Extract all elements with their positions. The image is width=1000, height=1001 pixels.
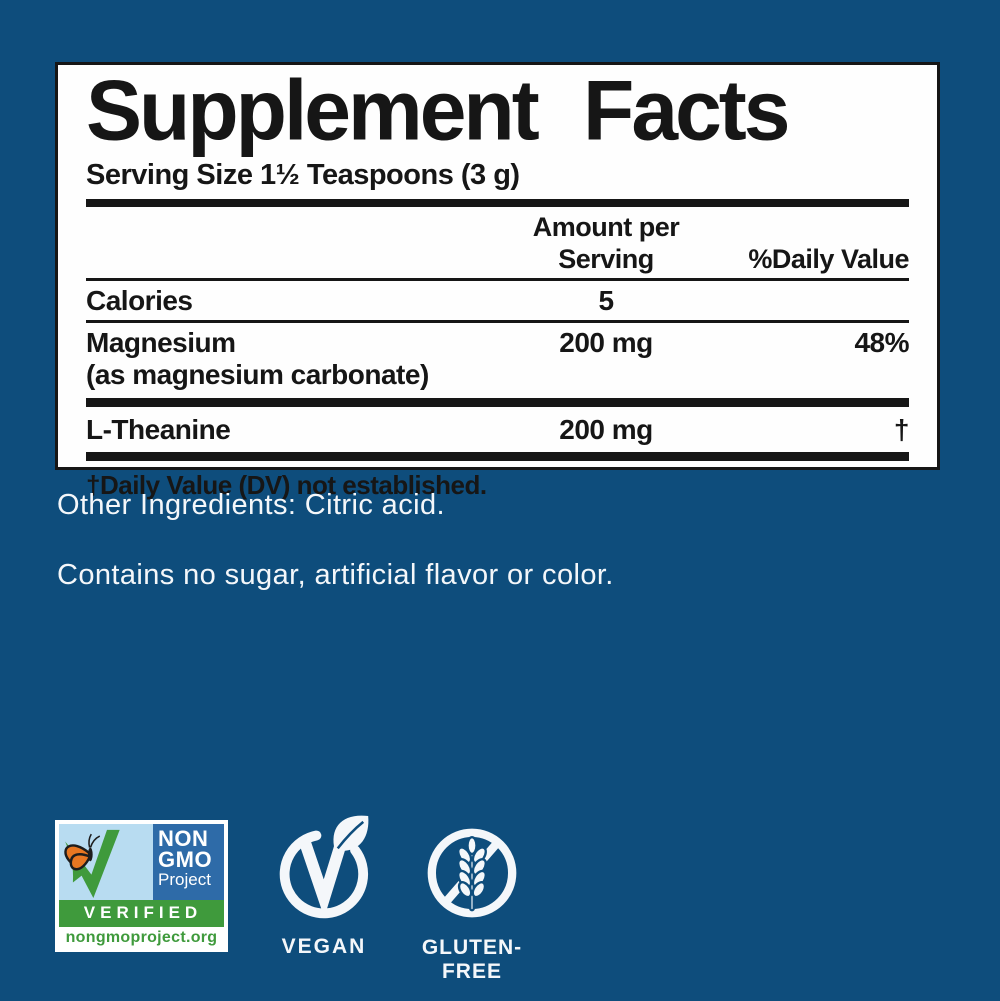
non-gmo-nameplate: NON GMO Project [153,824,224,900]
nutrient-dv: 48% [854,327,909,358]
nutrient-name: Calories [86,285,193,316]
thick-divider-bar [86,199,909,207]
non-gmo-line3: Project [158,870,211,889]
gluten-free-label: GLUTEN-FREE [421,936,523,983]
non-gmo-project-verified-badge: NON GMO Project VERIFIED nongmoproject.o… [55,820,228,952]
gluten-free-badge: GLUTEN-FREE [396,824,548,984]
table-row-calories: Calories 5 [86,281,909,323]
daily-value-footnote: †Daily Value (DV) not established. [86,470,487,500]
header-amount-per-serving: Amount per Serving [532,212,680,274]
nutrient-amount: 5 [598,285,614,316]
nutrient-dv: † [893,414,910,445]
other-ingredients-text: Other Ingredients: Citric acid. [57,489,445,521]
non-gmo-line1: NON [158,826,209,851]
nutrient-name: Magnesium (as magnesium carbonate) [86,328,431,391]
non-gmo-line2: GMO [158,847,213,872]
contains-text: Contains no sugar, artificial flavor or … [57,559,614,591]
nutrient-amount: 200 mg [559,327,653,358]
verified-band: VERIFIED [59,900,224,927]
vegan-label: VEGAN [281,935,367,958]
supplement-facts-panel: Supplement Facts Serving Size 1½ Teaspoo… [55,61,940,500]
gluten-free-icon [427,828,517,918]
header-daily-value: %Daily Value [748,244,909,274]
non-gmo-url: nongmoproject.org [59,927,224,948]
butterfly-checkmark-icon [59,824,154,900]
vegan-icon [279,815,369,919]
table-row-magnesium: Magnesium (as magnesium carbonate) 200 m… [86,323,910,407]
table-header-row: Amount per Serving %Daily Value [86,207,910,281]
nutrient-source: (as magnesium carbonate) [86,359,429,390]
vegan-badge: VEGAN [268,810,380,959]
nutrient-name: L-Theanine [86,414,231,445]
table-row-l-theanine: L-Theanine 200 mg † [86,407,910,461]
panel-title: Supplement Facts [86,61,790,158]
non-gmo-badge-top: NON GMO Project [59,824,224,900]
serving-size: Serving Size 1½ Teaspoons (3 g) [86,159,520,191]
nutrient-amount: 200 mg [559,414,653,445]
